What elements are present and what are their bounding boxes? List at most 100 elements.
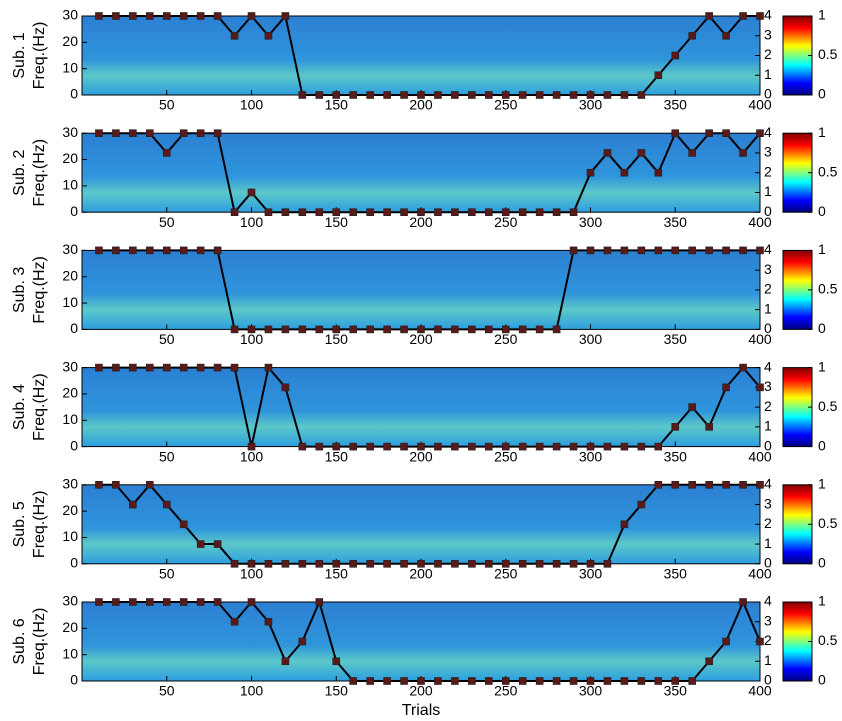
state-marker (214, 364, 221, 371)
y2-tick-label: 2 (764, 281, 772, 297)
colorbar-tick-label: 0.5 (818, 46, 838, 62)
y2-tick-label: 3 (764, 612, 772, 628)
colorbar-tick-label: 0 (818, 203, 826, 219)
state-marker (570, 209, 577, 216)
state-marker (316, 599, 323, 606)
state-marker (655, 443, 662, 450)
state-marker (485, 92, 492, 99)
state-marker (265, 560, 272, 567)
state-marker (536, 560, 543, 567)
y2-tick-label: 1 (764, 418, 772, 434)
state-marker (265, 326, 272, 333)
state-marker (757, 638, 764, 645)
x-tick-label: 200 (409, 448, 433, 464)
state-marker (536, 209, 543, 216)
state-marker (740, 599, 747, 606)
y2-tick-label: 1 (764, 535, 772, 551)
y2-tick-label: 2 (764, 632, 772, 648)
state-marker (333, 560, 340, 567)
y2-tick-label: 4 (764, 241, 772, 257)
state-marker (299, 326, 306, 333)
y-axis-label: Freq.(Hz) (31, 22, 48, 90)
state-marker (180, 130, 187, 137)
state-marker (112, 247, 119, 254)
state-marker (95, 364, 102, 371)
x-tick-label: 300 (579, 214, 603, 230)
state-marker (519, 326, 526, 333)
state-marker (672, 247, 679, 254)
state-marker (672, 423, 679, 430)
x-tick-label: 250 (494, 683, 518, 699)
y-tick-label: 10 (62, 528, 78, 544)
y2-tick-label: 1 (764, 66, 772, 82)
state-marker (723, 384, 730, 391)
x-tick-label: 50 (159, 97, 175, 113)
state-marker (468, 560, 475, 567)
state-marker (434, 209, 441, 216)
state-marker (231, 618, 238, 625)
panel-title: Sub. 3 (11, 267, 28, 313)
state-marker (553, 92, 560, 99)
state-marker (163, 13, 170, 20)
y-axis-label: Freq.(Hz) (31, 256, 48, 324)
state-marker (434, 326, 441, 333)
state-marker (129, 13, 136, 20)
state-marker (265, 32, 272, 39)
state-marker (621, 247, 628, 254)
state-marker (485, 560, 492, 567)
state-marker (95, 599, 102, 606)
state-marker (265, 209, 272, 216)
state-marker (519, 209, 526, 216)
state-marker (401, 678, 408, 685)
state-marker (112, 364, 119, 371)
x-tick-label: 400 (748, 683, 772, 699)
panel-title: Sub. 5 (11, 501, 28, 547)
state-marker (350, 560, 357, 567)
state-marker (740, 149, 747, 156)
state-marker (689, 32, 696, 39)
x-tick-label: 350 (664, 214, 688, 230)
x-tick-label: 350 (664, 566, 688, 582)
state-marker (316, 560, 323, 567)
state-marker (197, 130, 204, 137)
state-marker (367, 443, 374, 450)
state-marker (299, 92, 306, 99)
state-marker (248, 189, 255, 196)
state-marker (163, 247, 170, 254)
colorbar-tick-label: 1 (818, 358, 826, 374)
state-marker (180, 13, 187, 20)
state-marker (401, 443, 408, 450)
colorbar (783, 602, 812, 681)
state-marker (485, 326, 492, 333)
state-marker (638, 678, 645, 685)
state-marker (282, 384, 289, 391)
state-marker (706, 13, 713, 20)
state-marker (95, 247, 102, 254)
state-marker (434, 560, 441, 567)
state-marker (502, 326, 509, 333)
state-marker (434, 92, 441, 99)
state-marker (214, 247, 221, 254)
x-tick-label: 250 (494, 97, 518, 113)
state-marker (95, 13, 102, 20)
x-tick-label: 400 (748, 566, 772, 582)
y-axis-label: Freq.(Hz) (31, 608, 48, 676)
state-marker (706, 658, 713, 665)
state-marker (231, 209, 238, 216)
state-marker (350, 209, 357, 216)
state-marker (706, 130, 713, 137)
state-marker (519, 560, 526, 567)
state-marker (502, 560, 509, 567)
y2-tick-label: 4 (764, 593, 772, 609)
colorbar-tick-label: 0.5 (818, 632, 838, 648)
state-marker (146, 130, 153, 137)
state-marker (265, 364, 272, 371)
state-marker (468, 209, 475, 216)
state-marker (587, 678, 594, 685)
colorbar-tick-label: 0.5 (818, 515, 838, 531)
y-tick-label: 20 (62, 33, 78, 49)
state-marker (367, 326, 374, 333)
state-marker (197, 247, 204, 254)
x-tick-label: 100 (240, 566, 264, 582)
y2-tick-label: 2 (764, 398, 772, 414)
